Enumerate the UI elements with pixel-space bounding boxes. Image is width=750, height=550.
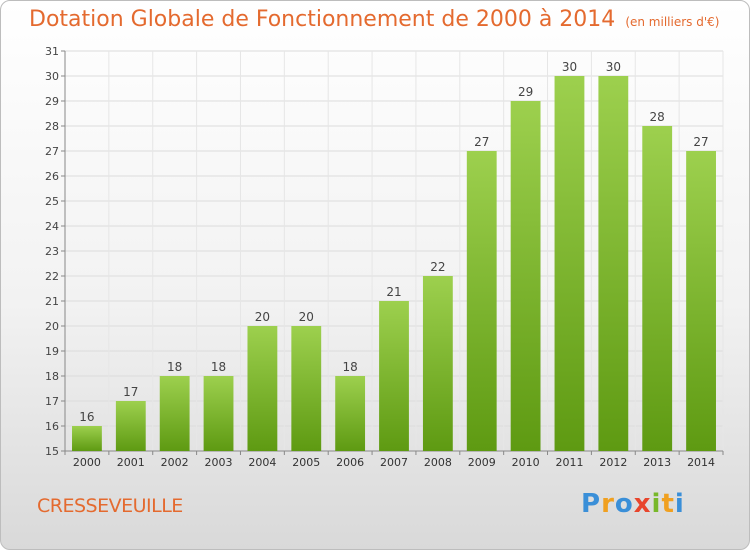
chart-title: Dotation Globale de Fonctionnement de 20… — [29, 7, 616, 32]
y-tick-label: 29 — [45, 95, 59, 108]
x-tick-label: 2011 — [555, 456, 583, 469]
x-tick-label: 2007 — [380, 456, 408, 469]
y-tick-label: 30 — [45, 70, 59, 83]
y-tick-label: 27 — [45, 145, 59, 158]
bar — [686, 151, 716, 451]
bar — [291, 326, 322, 451]
x-tick-label: 2012 — [599, 456, 627, 469]
bar — [72, 426, 102, 451]
y-tick-label: 31 — [45, 45, 59, 58]
y-tick-label: 15 — [45, 445, 59, 458]
bar — [422, 276, 453, 451]
y-tick-label: 23 — [45, 245, 59, 258]
y-tick-label: 18 — [45, 370, 59, 383]
chart-subtitle: (en milliers d'€) — [625, 15, 720, 29]
data-label: 21 — [386, 285, 401, 299]
y-tick-label: 24 — [45, 220, 59, 233]
bar — [159, 376, 190, 451]
bar — [335, 376, 366, 451]
data-label: 20 — [299, 310, 314, 324]
data-label: 17 — [123, 385, 138, 399]
x-tick-label: 2008 — [424, 456, 452, 469]
x-tick-label: 2001 — [117, 456, 145, 469]
y-tick-label: 19 — [45, 345, 59, 358]
y-tick-label: 25 — [45, 195, 59, 208]
logo-letter: t — [661, 489, 675, 519]
data-label: 30 — [562, 60, 577, 74]
data-label: 18 — [342, 360, 357, 374]
data-label: 27 — [474, 135, 489, 149]
bar — [247, 326, 278, 451]
commune-name: CRESSEVEUILLE — [37, 495, 183, 517]
y-tick-label: 17 — [45, 395, 59, 408]
logo-letter: i — [651, 489, 662, 519]
bar — [115, 401, 146, 451]
x-tick-label: 2004 — [248, 456, 276, 469]
y-tick-label: 22 — [45, 270, 59, 283]
data-label: 22 — [430, 260, 445, 274]
x-tick-label: 2014 — [687, 456, 715, 469]
y-tick-label: 28 — [45, 120, 59, 133]
x-tick-label: 2006 — [336, 456, 364, 469]
data-label: 29 — [518, 85, 533, 99]
y-tick-label: 16 — [45, 420, 59, 433]
logo-letter: x — [633, 489, 652, 519]
logo-letter: r — [601, 489, 615, 519]
data-label: 28 — [650, 110, 665, 124]
data-label: 20 — [255, 310, 270, 324]
y-tick-label: 21 — [45, 295, 59, 308]
x-tick-label: 2000 — [73, 456, 101, 469]
bar — [466, 151, 497, 451]
logo-letter: o — [614, 489, 634, 519]
data-label: 16 — [79, 410, 94, 424]
x-tick-label: 2009 — [468, 456, 496, 469]
bar — [379, 301, 409, 451]
x-tick-label: 2013 — [643, 456, 671, 469]
bar — [203, 376, 234, 451]
x-tick-label: 2003 — [205, 456, 233, 469]
x-tick-label: 2002 — [161, 456, 189, 469]
proxiti-logo[interactable]: Proxiti — [581, 489, 685, 519]
data-label: 30 — [606, 60, 621, 74]
bar — [510, 101, 541, 451]
logo-letter: i — [674, 489, 685, 519]
chart-title-block: Dotation Globale de Fonctionnement de 20… — [29, 7, 719, 32]
data-label: 18 — [167, 360, 182, 374]
data-label: 18 — [211, 360, 226, 374]
x-tick-label: 2005 — [292, 456, 320, 469]
data-label: 27 — [693, 135, 708, 149]
y-tick-label: 20 — [45, 320, 59, 333]
bar — [554, 76, 585, 451]
y-tick-label: 26 — [45, 170, 59, 183]
bar — [598, 76, 629, 451]
bar — [642, 126, 673, 451]
x-tick-label: 2010 — [512, 456, 540, 469]
logo-letter: P — [581, 489, 602, 519]
bars — [72, 76, 716, 451]
labels: 15 16 17 18 19 20 21 22 23 24 25 26 27 28 29 30 31 16 2000… — [45, 45, 715, 469]
